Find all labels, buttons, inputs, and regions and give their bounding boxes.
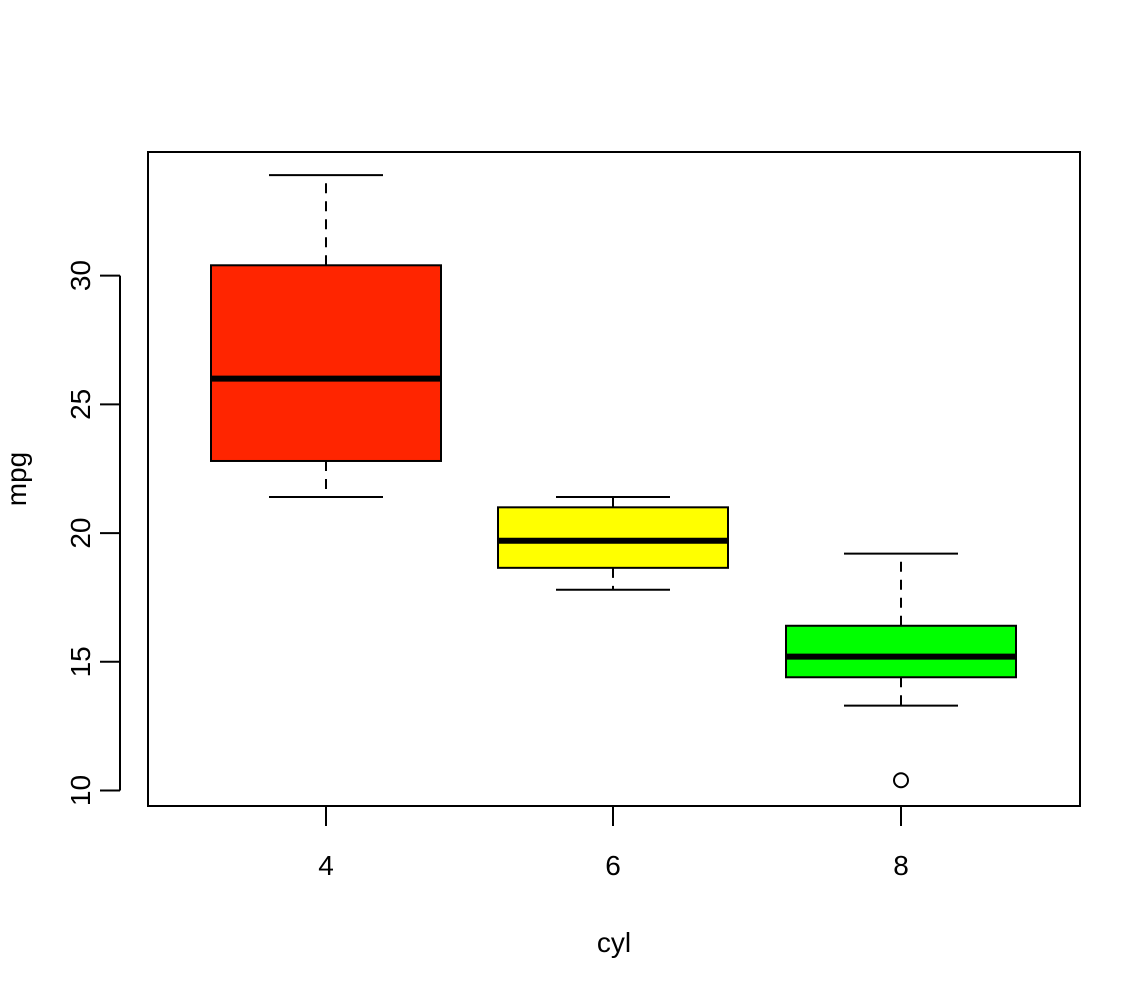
box-body xyxy=(210,264,442,462)
box-body xyxy=(785,624,1017,679)
x-axis: 4 6 8 xyxy=(318,805,909,881)
x-tick-label: 4 xyxy=(318,850,334,881)
y-tick-label: 30 xyxy=(65,260,96,291)
box-6 xyxy=(497,496,729,591)
y-tick-label: 25 xyxy=(65,389,96,420)
outlier-point xyxy=(893,772,909,789)
y-tick-label: 10 xyxy=(65,775,96,806)
y-tick-label: 15 xyxy=(65,646,96,677)
x-tick-label: 6 xyxy=(605,850,621,881)
y-tick-label: 20 xyxy=(65,517,96,548)
box-4 xyxy=(210,174,442,499)
y-axis-label: mpg xyxy=(1,452,32,506)
box-8 xyxy=(785,552,1017,789)
plot-frame xyxy=(147,151,1081,807)
box-body xyxy=(497,506,729,569)
x-tick-label: 8 xyxy=(893,850,909,881)
y-axis: 10 15 20 25 30 xyxy=(65,260,121,806)
boxes-group xyxy=(210,174,1017,789)
x-axis-label: cyl xyxy=(597,927,631,958)
